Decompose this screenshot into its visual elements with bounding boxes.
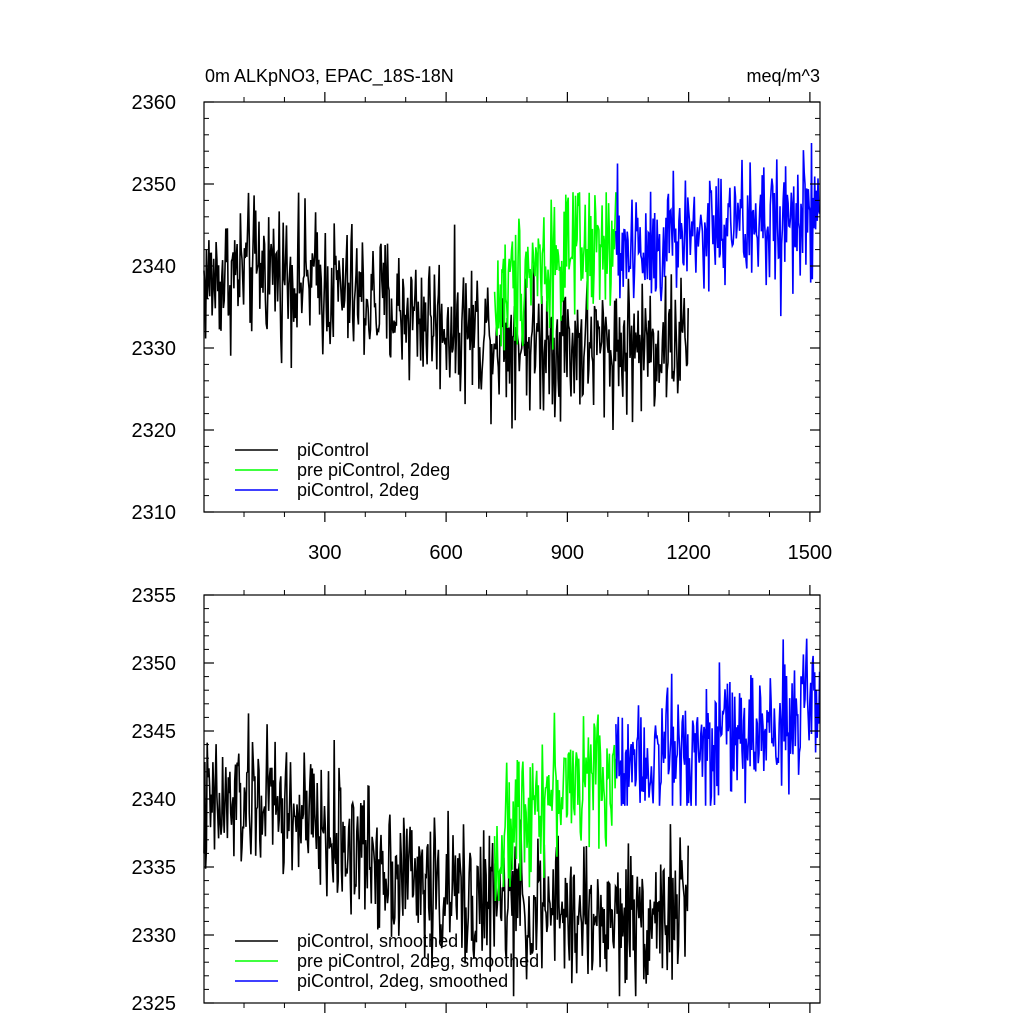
y-tick-label: 2330 [132,925,177,947]
series-line-1 [203,192,689,431]
chart-title: 0m ALKpNO3, EPAC_18S-18N [205,66,454,87]
x-tick-label: 600 [429,542,462,564]
y-tick-label: 2340 [132,256,177,278]
y-tick-label: 2360 [132,92,177,114]
series-line-3 [615,142,821,317]
series-line-3 [615,638,821,806]
y-tick-label: 2350 [132,653,177,675]
y-tick-label: 2310 [132,502,177,524]
y-tick-label: 2345 [132,721,177,743]
top-panel: 2310 2320 2330 2340 2350 2360 300 600 900 1200 150… [132,92,833,564]
plot-frame [203,101,821,513]
bottom-panel: 2325 2330 2335 2340 2345 2350 2355 piControl, s… [132,585,821,1015]
y-tick-label: 2355 [132,585,177,607]
series-line-1 [203,713,689,997]
legend-label: piControl [297,440,369,460]
y-tick-label: 2330 [132,338,177,360]
chart-units: meq/m^3 [747,66,820,86]
y-tick-label: 2350 [132,174,177,196]
x-tick-label: 300 [308,542,341,564]
legend-label: pre piControl, 2deg, smoothed [297,951,539,971]
series-line-2 [493,192,617,351]
series-line-2 [493,712,617,902]
x-tick-label: 900 [551,542,584,564]
y-tick-label: 2320 [132,420,177,442]
x-tick-label: 1500 [788,542,833,564]
y-tick-label: 2335 [132,857,177,879]
x-tick-label: 1200 [666,542,711,564]
legend-label: piControl, smoothed [297,931,458,951]
legend-label: pre piControl, 2deg [297,460,450,480]
legend-label: piControl, 2deg, smoothed [297,971,508,991]
legend-label: piControl, 2deg [297,480,419,500]
y-tick-label: 2340 [132,789,177,811]
y-tick-label: 2325 [132,993,177,1015]
